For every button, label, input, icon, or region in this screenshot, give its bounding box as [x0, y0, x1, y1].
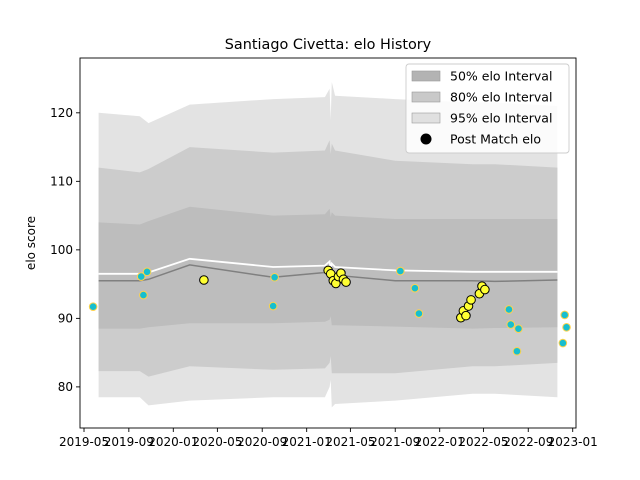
x-tick-label: 2020-09 — [237, 435, 287, 449]
other-match-point — [514, 324, 523, 333]
legend-label: 80% elo Interval — [450, 90, 552, 105]
other-match-point — [88, 302, 98, 312]
x-tick-label: 2020-05 — [192, 435, 242, 449]
other-match-point — [558, 338, 568, 348]
y-tick-label: 110 — [50, 175, 73, 189]
other-match-point — [139, 290, 148, 300]
other-match-point — [562, 322, 571, 332]
x-tick-label: 2020-01 — [148, 435, 198, 449]
x-tick-label: 2021-09 — [370, 435, 420, 449]
other-match-point — [560, 310, 570, 320]
y-axis-label: elo score — [24, 216, 38, 270]
post-match-point — [466, 295, 476, 305]
x-tick-label: 2021-05 — [325, 435, 375, 449]
x-tick-label: 2019-09 — [104, 435, 154, 449]
post-match-point — [341, 277, 351, 287]
legend-label: 95% elo Interval — [450, 111, 552, 126]
other-match-point — [270, 272, 279, 282]
legend-label: Post Match elo — [450, 132, 541, 147]
legend-marker-swatch — [420, 133, 432, 145]
legend-swatch-band80 — [411, 91, 441, 103]
other-match-point — [506, 320, 516, 329]
axes-frame — [79, 57, 577, 429]
other-match-point — [504, 305, 514, 314]
y-tick-label: 90 — [58, 312, 73, 326]
other-match-point — [142, 267, 152, 277]
x-tick-label: 2021-01 — [282, 435, 332, 449]
other-match-point — [396, 266, 405, 276]
x-tick-label: 2022-05 — [458, 435, 508, 449]
post-match-point — [199, 275, 209, 285]
legend-swatch-band50 — [411, 70, 441, 82]
y-tick-label: 80 — [58, 380, 73, 394]
plot-area: 80901001101202019-052019-092020-012020-0… — [50, 57, 598, 449]
y-tick-label: 100 — [50, 243, 73, 257]
x-tick-label: 2019-05 — [59, 435, 109, 449]
x-tick-label: 2023-01 — [548, 435, 598, 449]
legend-box — [405, 63, 570, 154]
legend: 50% elo Interval 80% elo Interval 95% elo … — [405, 63, 570, 154]
legend-swatch-band95 — [411, 112, 441, 124]
other-match-point — [414, 309, 424, 318]
legend-label: 50% elo Interval — [450, 69, 552, 84]
other-match-point — [512, 346, 522, 356]
x-tick-label: 2022-01 — [415, 435, 465, 449]
x-tick-label: 2022-09 — [503, 435, 553, 449]
other-match-point — [136, 272, 146, 281]
post-match-point — [480, 284, 490, 295]
post-match-point — [461, 310, 471, 321]
other-match-point — [410, 283, 420, 293]
other-match-point — [268, 301, 278, 311]
y-tick-label: 120 — [50, 106, 73, 120]
mean-line — [98, 257, 558, 275]
chart-title: Santiago Civetta: elo History — [225, 37, 432, 53]
